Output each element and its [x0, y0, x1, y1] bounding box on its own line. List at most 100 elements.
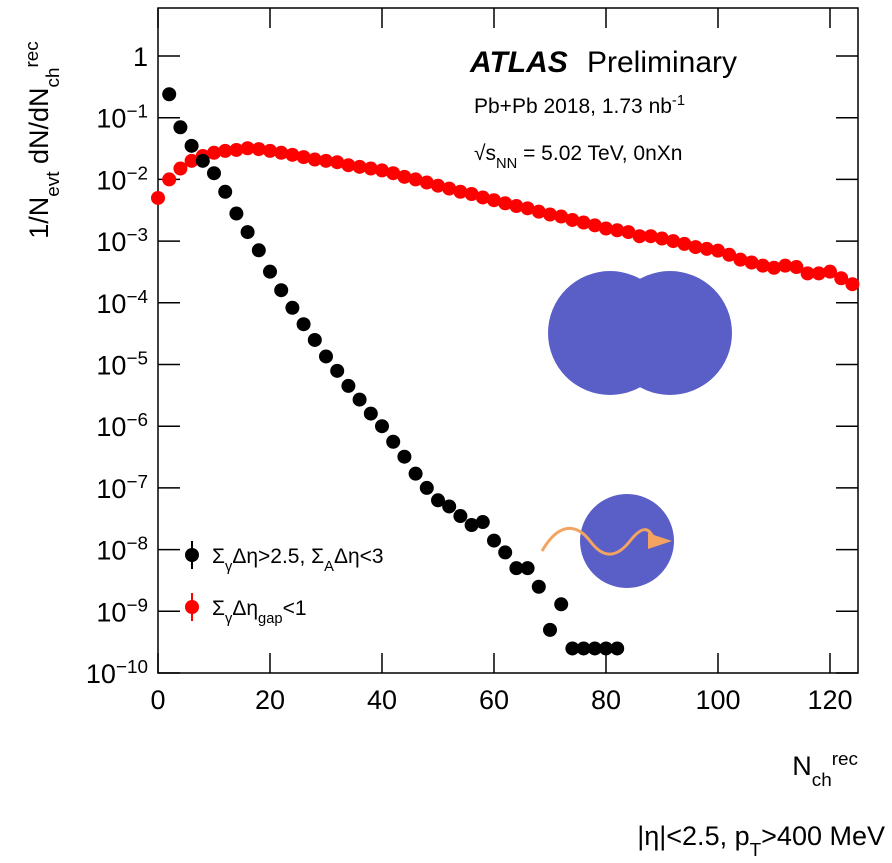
marker: [789, 260, 804, 275]
marker: [207, 166, 221, 181]
marker: [251, 243, 266, 258]
marker: [610, 223, 625, 238]
marker: [375, 419, 389, 434]
marker: [688, 240, 703, 255]
y-tick-label: 10−2: [96, 163, 148, 196]
marker: [453, 184, 468, 199]
marker: [554, 597, 569, 612]
series: [151, 141, 860, 292]
y-tick-label: 1: [133, 42, 148, 72]
marker: [397, 169, 412, 184]
marker: [240, 141, 255, 156]
x-tick-label: 0: [150, 685, 165, 715]
marker: [733, 252, 748, 267]
marker: [195, 153, 210, 168]
marker: [274, 283, 289, 298]
marker: [363, 406, 378, 421]
marker: [677, 236, 692, 251]
marker: [475, 190, 490, 205]
marker: [498, 545, 513, 560]
marker: [576, 215, 591, 230]
marker: [610, 641, 625, 656]
marker: [823, 264, 837, 279]
marker: [296, 150, 311, 165]
marker: [845, 277, 860, 292]
marker: [811, 266, 826, 281]
marker: [184, 138, 199, 153]
y-tick-label: 10−3: [96, 225, 148, 257]
y-tick-label: 10−5: [96, 348, 148, 381]
marker: [554, 209, 569, 224]
marker: [341, 378, 356, 393]
y-tick-label: 10−6: [96, 410, 148, 443]
marker: [184, 153, 199, 168]
marker: [543, 622, 557, 637]
marker: [408, 466, 423, 481]
marker: [397, 449, 412, 464]
marker: [352, 159, 367, 174]
y-tick-label: 10−4: [96, 286, 148, 319]
marker: [162, 172, 177, 187]
marker: [666, 234, 681, 249]
marker: [263, 264, 277, 279]
marker: [319, 153, 333, 168]
marker: [363, 161, 378, 176]
marker: [464, 187, 479, 202]
marker: [565, 641, 580, 656]
x-tick-label: 40: [367, 685, 397, 715]
marker: [162, 87, 177, 102]
marker: [274, 145, 289, 160]
x-tick-label: 60: [479, 685, 509, 715]
marker: [475, 515, 490, 530]
marker: [419, 175, 434, 190]
marker: [218, 184, 233, 199]
marker: [599, 221, 613, 236]
marker: [330, 363, 345, 378]
y-tick-label: 10−8: [96, 533, 148, 566]
label: Preliminary: [587, 46, 737, 79]
marker: [520, 201, 535, 216]
experiment: ATLAS: [469, 46, 568, 79]
marker: [744, 255, 759, 270]
marker: [240, 225, 255, 240]
marker: [431, 178, 445, 193]
marker: [464, 518, 479, 533]
marker: [621, 225, 636, 240]
legend-marker: [185, 548, 199, 562]
marker: [834, 271, 849, 286]
marker: [229, 206, 244, 221]
marker: [800, 266, 815, 281]
marker: [587, 218, 602, 233]
photon-arrow: [648, 533, 672, 549]
marker: [643, 229, 658, 244]
marker: [419, 480, 434, 495]
marker: [431, 493, 445, 508]
energy: √sNN = 5.02 TeV, 0nXn: [474, 142, 682, 172]
series: [162, 87, 625, 656]
marker: [319, 349, 333, 364]
marker: [778, 258, 793, 273]
photon: [540, 526, 657, 556]
x-tick-label: 120: [807, 685, 852, 715]
marker: [487, 193, 501, 208]
marker: [173, 161, 188, 176]
marker: [453, 509, 468, 524]
marker: [722, 247, 737, 262]
legend-marker: [185, 600, 199, 614]
marker: [520, 561, 535, 576]
marker: [543, 207, 557, 222]
y-tick-label: 10−9: [96, 595, 148, 628]
marker: [767, 260, 781, 275]
collision-diagram: [540, 271, 732, 588]
marker: [531, 579, 546, 594]
marker: [632, 229, 647, 244]
marker: [599, 641, 613, 656]
marker: [151, 190, 165, 205]
marker: [565, 212, 580, 227]
marker: [755, 258, 770, 273]
marker: [307, 332, 322, 347]
nucleus: [608, 271, 732, 395]
marker: [229, 142, 244, 157]
marker: [330, 155, 345, 170]
